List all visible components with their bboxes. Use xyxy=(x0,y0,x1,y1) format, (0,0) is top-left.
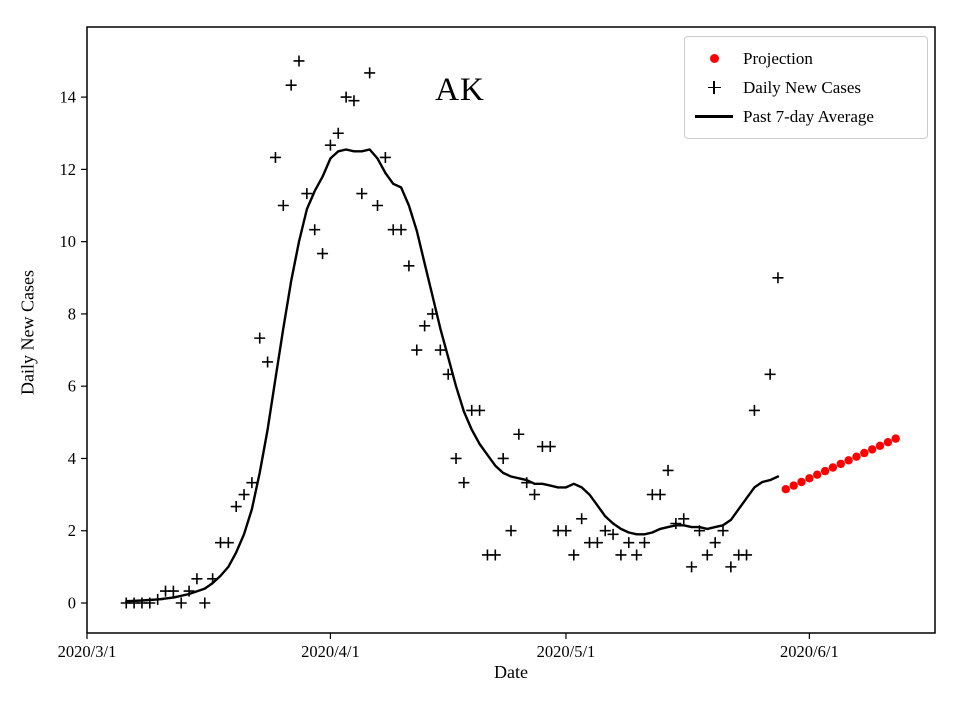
svg-text:2020/6/1: 2020/6/1 xyxy=(780,642,839,661)
chart-title: AK xyxy=(435,72,485,108)
legend-marker-box xyxy=(685,81,743,94)
svg-text:2020/3/1: 2020/3/1 xyxy=(58,642,117,661)
daily-new-cases-scatter xyxy=(120,55,784,609)
y-axis-ticks: 0 2 4 6 8 10 12 14 xyxy=(60,88,87,613)
projection-dot-icon xyxy=(709,54,719,63)
legend-item-daily-new-cases: Daily New Cases xyxy=(685,73,927,102)
legend: Projection Daily New Cases Past 7-day Av… xyxy=(684,36,928,139)
past-7-day-average-line xyxy=(125,148,780,603)
svg-text:8: 8 xyxy=(68,304,76,323)
plot-frame xyxy=(86,26,936,634)
svg-text:2020/5/1: 2020/5/1 xyxy=(537,642,596,661)
line-marker-icon xyxy=(695,115,733,118)
legend-label: Past 7-day Average xyxy=(743,106,874,126)
svg-text:2: 2 xyxy=(68,521,76,540)
y-axis-label: Daily New Cases xyxy=(17,270,38,395)
svg-text:6: 6 xyxy=(68,377,76,396)
svg-text:4: 4 xyxy=(68,449,76,468)
legend-label: Projection xyxy=(743,48,813,68)
x-axis-label: Date xyxy=(494,662,528,682)
legend-label: Daily New Cases xyxy=(743,77,862,97)
plus-marker-icon xyxy=(707,81,721,94)
legend-item-projection: Projection xyxy=(685,44,927,73)
svg-text:0: 0 xyxy=(68,594,76,613)
legend-marker-box xyxy=(685,115,743,118)
legend-marker-box xyxy=(685,54,743,63)
svg-text:2020/4/1: 2020/4/1 xyxy=(301,642,360,661)
svg-text:14: 14 xyxy=(60,88,77,107)
projection-dots xyxy=(781,434,900,494)
svg-text:12: 12 xyxy=(60,160,77,179)
legend-item-past-7-day-average: Past 7-day Average xyxy=(685,102,927,131)
x-axis-ticks: 2020/3/1 2020/4/1 2020/5/1 2020/6/1 xyxy=(58,633,839,661)
svg-text:10: 10 xyxy=(60,232,77,251)
